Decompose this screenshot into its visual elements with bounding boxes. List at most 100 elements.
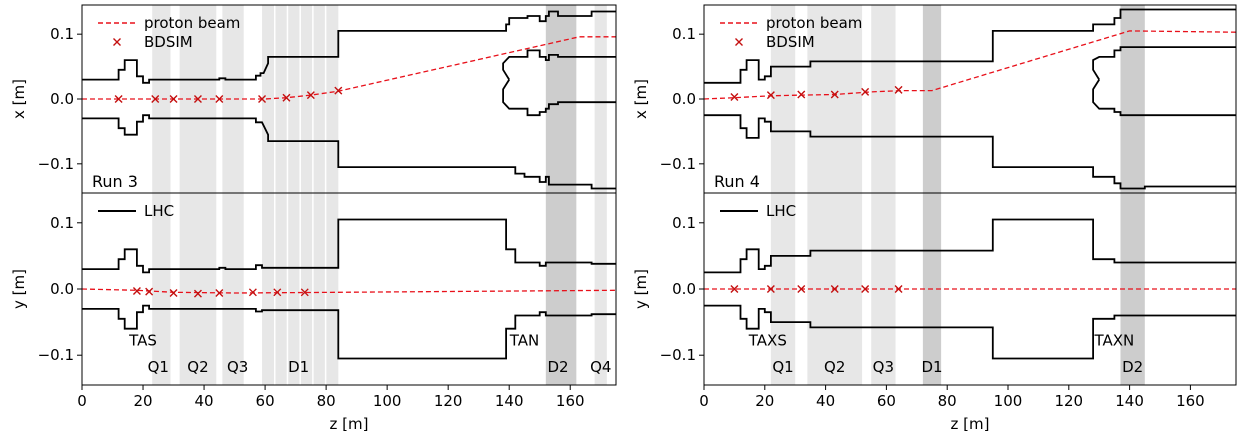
y-axis-label: y [m] bbox=[10, 269, 28, 309]
proton-beam-line bbox=[704, 30, 1236, 100]
y-axis-label: x [m] bbox=[632, 79, 650, 119]
element-label-taxs: TAXS bbox=[748, 331, 787, 349]
bdsim-marker bbox=[766, 285, 775, 293]
element-band-q3 bbox=[871, 5, 896, 193]
y-tick-label: −0.1 bbox=[38, 155, 74, 173]
aperture-upper-line bbox=[704, 218, 1236, 274]
element-label-q3: Q3 bbox=[227, 358, 248, 376]
bdsim-marker bbox=[282, 93, 291, 102]
bdsim-marker bbox=[300, 288, 309, 297]
x-tick-label: 40 bbox=[195, 392, 214, 410]
proton-beam-line bbox=[82, 288, 616, 294]
panel-run3-y: −0.1 0.0 0.1 y [m] LHC TAS Q1 Q2 Q3 D1 TAN D2 Q4 bbox=[10, 192, 617, 386]
y-tick-label: 0.1 bbox=[50, 25, 74, 43]
aperture-inner-upper-line bbox=[1092, 46, 1236, 81]
aperture-inner-lower-line bbox=[502, 79, 616, 117]
element-label-q2: Q2 bbox=[187, 358, 208, 376]
element-label-taxn: TAXN bbox=[1094, 331, 1135, 349]
bdsim-marker bbox=[334, 86, 343, 95]
bdsim-marker bbox=[114, 95, 123, 103]
plot-area bbox=[82, 5, 616, 193]
x-tick-label: 80 bbox=[317, 392, 336, 410]
element-band-q1 bbox=[152, 5, 171, 193]
element-label-tan: TAN bbox=[509, 331, 539, 349]
x-tick-label: 100 bbox=[994, 392, 1023, 410]
x-tick-label: 0 bbox=[699, 392, 709, 410]
legend-label: LHC bbox=[144, 202, 174, 220]
bdsim-marker bbox=[151, 95, 160, 103]
x-axis-label: z [m] bbox=[951, 415, 990, 433]
legend-label: BDSIM bbox=[766, 33, 815, 51]
bdsim-marker bbox=[830, 90, 839, 99]
plot-area bbox=[82, 193, 616, 385]
legend-swatch-bdsim bbox=[113, 38, 121, 46]
run-annotation: Run 4 bbox=[714, 172, 760, 191]
element-label-q3: Q3 bbox=[873, 358, 894, 376]
bdsim-marker bbox=[248, 288, 257, 297]
bdsim-marker bbox=[766, 91, 775, 100]
y-tick-label: −0.1 bbox=[38, 346, 74, 364]
bdsim-marker bbox=[193, 95, 202, 103]
x-axis-label: z [m] bbox=[330, 415, 369, 433]
element-band-q2 bbox=[179, 193, 217, 385]
element-band-q3 bbox=[222, 193, 244, 385]
aperture-lower-line bbox=[704, 114, 1236, 190]
bdsim-marker bbox=[861, 87, 870, 96]
legend-label: BDSIM bbox=[144, 33, 193, 51]
bdsim-marker bbox=[730, 93, 739, 102]
x-tick-label: 20 bbox=[755, 392, 774, 410]
element-band-d1 bbox=[922, 5, 942, 193]
bdsim-marker bbox=[258, 95, 267, 103]
aperture-upper-line bbox=[82, 10, 616, 84]
bdsim-marker bbox=[132, 286, 141, 295]
element-label-d2: D2 bbox=[547, 358, 568, 376]
x-tick-label: 40 bbox=[816, 392, 835, 410]
bdsim-marker bbox=[193, 289, 202, 298]
y-tick-label: 0.0 bbox=[50, 280, 74, 298]
element-band-q3 bbox=[222, 5, 244, 193]
y-tick-label: 0.1 bbox=[672, 25, 696, 43]
aperture-inner-upper-line bbox=[502, 49, 616, 81]
element-label-q1: Q1 bbox=[148, 358, 169, 376]
x-tick-label: 160 bbox=[556, 392, 585, 410]
x-tick-label: 20 bbox=[133, 392, 152, 410]
bdsim-marker bbox=[894, 285, 903, 293]
bdsim-marker bbox=[797, 285, 806, 293]
x-tick-label: 120 bbox=[434, 392, 463, 410]
element-band-q1 bbox=[770, 5, 796, 193]
bdsim-marker bbox=[215, 288, 224, 297]
element-band-q2 bbox=[807, 5, 863, 193]
bdsim-marker bbox=[830, 285, 839, 293]
y-tick-label: 0.0 bbox=[672, 90, 696, 108]
aperture-inner-lower-line bbox=[1092, 79, 1236, 117]
element-band-q4 bbox=[594, 5, 607, 193]
x-tick-label: 0 bbox=[77, 392, 87, 410]
bdsim-marker bbox=[169, 288, 178, 297]
legend-label: proton beam bbox=[144, 14, 240, 32]
element-label-d1: D1 bbox=[921, 358, 942, 376]
x-tick-label: 140 bbox=[495, 392, 524, 410]
bdsim-marker bbox=[169, 95, 178, 103]
x-tick-label: 140 bbox=[1115, 392, 1144, 410]
element-label-d1: D1 bbox=[288, 358, 309, 376]
bdsim-marker bbox=[797, 90, 806, 99]
element-label-tas: TAS bbox=[128, 331, 157, 349]
x-tick-label: 160 bbox=[1176, 392, 1205, 410]
element-label-q1: Q1 bbox=[772, 358, 793, 376]
x-tick-label: 80 bbox=[938, 392, 957, 410]
aperture-lower-line bbox=[82, 114, 616, 190]
aperture-upper-line bbox=[704, 8, 1236, 84]
element-label-q4: Q4 bbox=[590, 358, 611, 376]
y-tick-label: −0.1 bbox=[660, 346, 696, 364]
bdsim-marker bbox=[861, 285, 870, 293]
element-label-q2: Q2 bbox=[824, 358, 845, 376]
element-band-d2 bbox=[1120, 5, 1145, 193]
x-tick-label: 100 bbox=[373, 392, 402, 410]
y-axis-label: x [m] bbox=[10, 79, 28, 119]
plot-area bbox=[704, 193, 1236, 385]
legend-label: proton beam bbox=[766, 14, 862, 32]
aperture-lower-line bbox=[82, 304, 616, 360]
